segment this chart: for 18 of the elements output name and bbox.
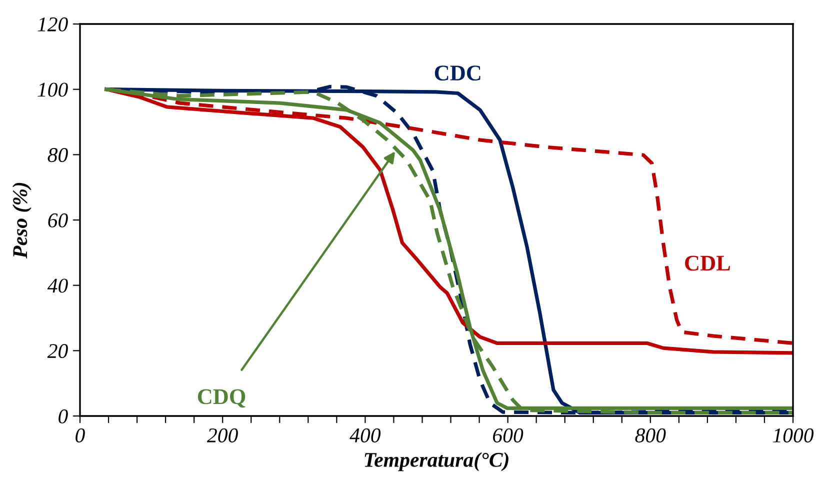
y-tick-label: 20: [47, 344, 68, 358]
annotation: CDQ: [198, 389, 246, 408]
x-tick-label: 1000: [772, 428, 814, 442]
x-tick-label: 200: [206, 428, 238, 442]
x-tick-label: 0: [76, 428, 85, 442]
annotation: CDL: [685, 256, 730, 271]
y-tick-label: 40: [47, 278, 68, 293]
y-axis-title: Peso (%): [12, 182, 32, 258]
x-axis-title: Temperatura(°C): [364, 452, 508, 472]
x-tick-label: 800: [635, 428, 666, 442]
annotation: CDC: [434, 66, 480, 81]
y-tick-label: 60: [48, 213, 68, 228]
y-tick-label: 80: [48, 148, 68, 162]
x-tick-label: 600: [493, 428, 524, 442]
y-tick-label: 100: [38, 82, 68, 97]
y-tick-label: 0: [58, 409, 68, 424]
y-tick-label: 120: [38, 17, 68, 32]
x-tick-label: 400: [350, 428, 381, 442]
